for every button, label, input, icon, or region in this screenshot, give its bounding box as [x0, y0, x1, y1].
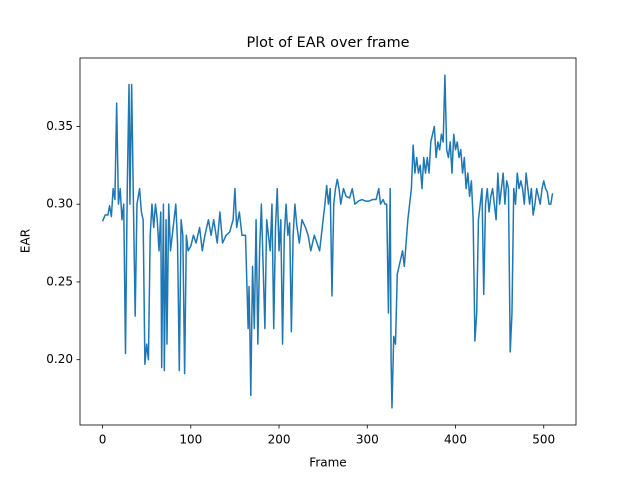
x-tick-label: 400 [444, 433, 467, 447]
data-line [101, 74, 554, 409]
plot-frame [79, 57, 577, 426]
chart-title: Plot of EAR over frame [247, 35, 410, 51]
y-tick-label: 0.30 [46, 197, 73, 211]
x-axis-label: Frame [309, 456, 346, 470]
x-tick-label: 500 [532, 433, 555, 447]
x-tick-label: 0 [99, 433, 107, 447]
x-tick-label: 300 [356, 433, 379, 447]
x-tick-label: 100 [179, 433, 202, 447]
y-tick-label: 0.35 [46, 119, 73, 133]
y-tick-label: 0.20 [46, 352, 73, 366]
x-tick-label: 200 [268, 433, 291, 447]
y-tick-label: 0.25 [46, 274, 73, 288]
y-axis-label: EAR [19, 229, 33, 253]
